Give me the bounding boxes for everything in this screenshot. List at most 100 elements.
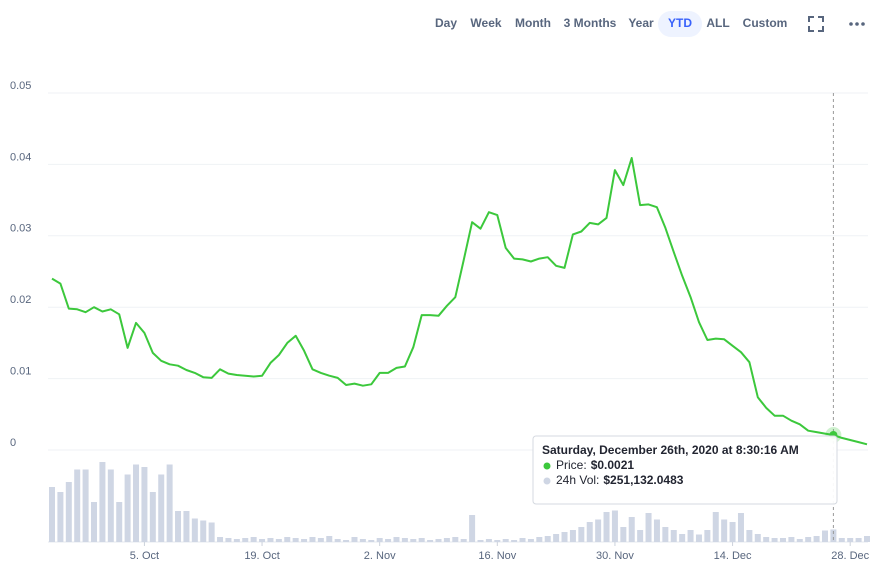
range-button[interactable]: ALL: [706, 16, 729, 30]
volume-bar: [763, 537, 770, 542]
volume-bar: [679, 534, 686, 542]
range-button[interactable]: YTD: [658, 11, 702, 37]
range-button[interactable]: 3 Months: [564, 16, 617, 30]
volume-bar: [695, 534, 702, 542]
y-tick-label: 0.05: [10, 80, 31, 92]
menu-dot: [861, 22, 865, 26]
range-button-label: 3 Months: [564, 16, 617, 30]
volume-bar: [65, 482, 72, 542]
volume-bar: [149, 492, 156, 542]
range-button[interactable]: Custom: [743, 16, 788, 30]
volume-bar: [494, 540, 501, 542]
volume-bar: [519, 538, 526, 542]
volume-bar: [49, 487, 55, 542]
volume-bar: [200, 520, 207, 542]
volume-bar: [578, 527, 585, 542]
fullscreen-icon: [808, 16, 824, 32]
volume-bar: [385, 539, 392, 542]
volume-bar: [309, 537, 316, 542]
volume-bar: [74, 469, 81, 542]
volume-bar: [410, 539, 417, 542]
volume-bar: [351, 537, 358, 542]
volume-bar: [175, 511, 182, 542]
x-tick-label: 2. Nov: [364, 550, 396, 562]
volume-bar: [721, 519, 728, 542]
menu-dot: [849, 22, 853, 26]
volume-bar: [603, 512, 610, 542]
volume-bar: [359, 539, 366, 542]
volume-bar: [536, 537, 543, 542]
volume-bar: [443, 538, 450, 542]
range-button[interactable]: Week: [470, 16, 501, 30]
range-button-active-bg: [658, 11, 702, 37]
volume-bar: [460, 539, 467, 542]
volume-bar: [569, 530, 576, 542]
volume-bar: [788, 537, 795, 542]
volume-bar: [864, 536, 870, 542]
volume-bar: [595, 519, 602, 542]
volume-bar: [813, 536, 820, 542]
volume-bar: [82, 469, 89, 542]
volume-bar: [754, 534, 761, 542]
tooltip-label: Price:: [556, 458, 587, 472]
volume-bar: [469, 515, 476, 542]
range-button[interactable]: Day: [435, 16, 457, 30]
volume-bar: [645, 513, 652, 542]
volume-bar: [670, 530, 677, 542]
volume-bar: [561, 532, 568, 542]
price-line: [51, 157, 868, 446]
volume-bar: [637, 530, 644, 542]
range-button-label: Week: [470, 16, 501, 30]
y-tick-label: 0.04: [10, 151, 31, 163]
tooltip-label: 24h Vol:: [556, 473, 599, 487]
fullscreen-button[interactable]: [808, 16, 824, 32]
x-tick-label: 14. Dec: [714, 550, 752, 562]
volume-bar: [805, 537, 812, 542]
volume-bar: [628, 517, 635, 542]
volume-bar: [830, 529, 837, 542]
volume-bar: [847, 538, 854, 542]
tooltip: Saturday, December 26th, 2020 at 8:30:16…: [532, 435, 838, 505]
volume-bar: [427, 540, 434, 542]
x-tick-label: 28. Dec: [831, 550, 869, 562]
volume-bar: [527, 539, 534, 542]
tooltip-legend-dot: [543, 462, 551, 470]
volume-bar: [401, 538, 408, 542]
volume-bar: [779, 538, 786, 542]
x-tick-label: 30. Nov: [596, 550, 634, 562]
x-tick-label: 16. Nov: [478, 550, 516, 562]
volume-bar: [477, 540, 484, 542]
volume-bar: [452, 537, 459, 542]
volume-bar: [326, 536, 333, 542]
volume-bar: [435, 539, 442, 542]
tooltip-title: Saturday, December 26th, 2020 at 8:30:16…: [542, 443, 799, 457]
range-button-label: Month: [515, 16, 551, 30]
range-button[interactable]: Month: [515, 16, 551, 30]
volume-bar: [107, 469, 114, 542]
range-button[interactable]: Year: [628, 16, 654, 30]
volume-bar: [233, 539, 240, 542]
x-tick-label: 19. Oct: [244, 550, 279, 562]
range-button-label: Day: [435, 16, 457, 30]
volume-bar: [544, 536, 551, 542]
x-tick-label: 5. Oct: [130, 550, 159, 562]
volume-bar: [376, 538, 383, 542]
tooltip-box: [532, 435, 838, 505]
volume-bar: [855, 538, 862, 542]
volume-bar: [611, 510, 618, 542]
volume-bar: [99, 462, 106, 542]
volume-bar: [334, 539, 341, 542]
volume-bar: [687, 530, 694, 542]
volume-bar: [292, 538, 299, 542]
volume-bar: [620, 527, 627, 542]
volume-bar: [242, 538, 249, 542]
range-button-label: ALL: [706, 16, 729, 30]
volume-bar: [712, 512, 719, 542]
menu-button[interactable]: [849, 22, 865, 26]
volume-bar: [502, 539, 509, 542]
volume-bar: [368, 540, 375, 542]
volume-bar: [166, 464, 173, 542]
menu-dot: [855, 22, 859, 26]
